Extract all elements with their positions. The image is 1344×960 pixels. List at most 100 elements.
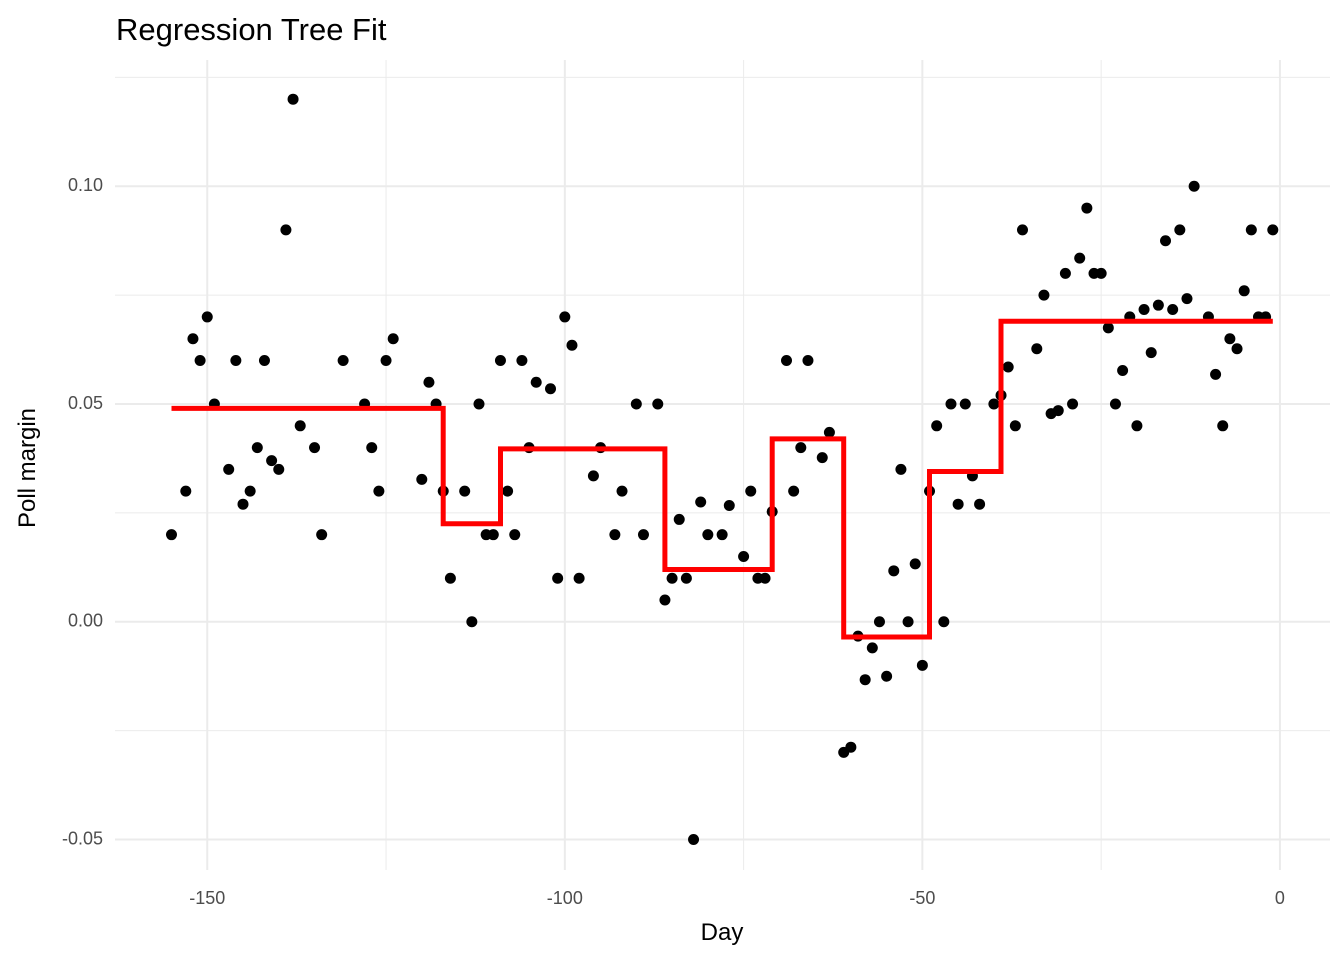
point [466,616,478,628]
point [444,572,456,584]
point [1067,398,1079,410]
x-tick-label: -50 [909,888,935,908]
point [974,498,986,510]
point [680,572,692,584]
point [788,485,800,497]
point [1188,180,1200,192]
point [988,398,1000,410]
point [1210,368,1222,380]
point [494,354,506,366]
point [959,398,971,410]
point [1081,202,1093,214]
x-tick-label: 0 [1275,888,1285,908]
y-tick-label: 0.00 [68,611,103,631]
point [1138,304,1150,316]
point [952,498,964,510]
point [759,572,771,584]
point [1167,304,1179,316]
point [637,529,649,541]
point [609,529,621,541]
point [802,354,814,366]
point [487,529,499,541]
point [866,642,878,654]
point [1031,343,1043,355]
point [1231,343,1243,355]
point [1245,224,1257,236]
point [716,529,728,541]
point [666,572,678,584]
point [659,594,671,606]
x-tick-label: -150 [189,888,225,908]
point [258,354,270,366]
point [1002,361,1014,373]
point [1117,365,1129,376]
point [781,354,793,366]
point [387,333,399,345]
point [873,616,885,628]
point [1059,267,1071,279]
point [1145,347,1157,359]
point [266,455,278,467]
point [244,485,256,497]
point [1016,224,1028,236]
point [366,442,378,454]
point [459,485,471,497]
point [273,463,285,475]
point [1131,420,1143,432]
point [380,354,392,366]
point [180,485,192,497]
point [187,333,199,345]
point [287,93,299,105]
fit-line [171,318,1273,640]
chart-title: Regression Tree Fit [116,12,387,47]
point [201,311,213,323]
x-tick-label: -100 [547,888,583,908]
point [945,398,957,410]
point [294,420,306,432]
point [237,498,249,510]
point [616,485,628,497]
point [916,659,928,671]
point [652,398,664,410]
y-tick-label: -0.05 [62,828,103,848]
point [373,485,385,497]
point [473,398,485,410]
point [695,496,707,508]
y-tick-label: 0.05 [68,393,103,413]
point [194,354,206,366]
point [1174,224,1186,236]
point [1109,398,1121,410]
y-axis-title: Poll margin [14,408,41,528]
point [309,442,321,454]
point [530,376,542,388]
point [516,354,528,366]
point [423,376,435,388]
point [630,398,642,410]
point [1102,322,1114,334]
point [673,513,685,525]
point [1009,420,1021,432]
point [845,741,857,753]
point [823,426,835,438]
point [223,463,235,475]
point [545,383,557,395]
point [280,224,292,236]
point [702,529,714,541]
point [1181,293,1193,305]
point [938,616,950,628]
point [573,572,585,584]
point [1152,299,1164,311]
point [881,670,893,682]
point [859,674,871,686]
point [165,529,177,541]
point [688,834,700,846]
point [1267,224,1279,236]
point [888,565,900,577]
point [795,442,807,454]
point [909,558,921,570]
point [1095,267,1107,279]
point [1238,285,1250,297]
y-tick-label: 0.10 [68,175,103,195]
point [337,354,349,366]
point [723,500,735,511]
